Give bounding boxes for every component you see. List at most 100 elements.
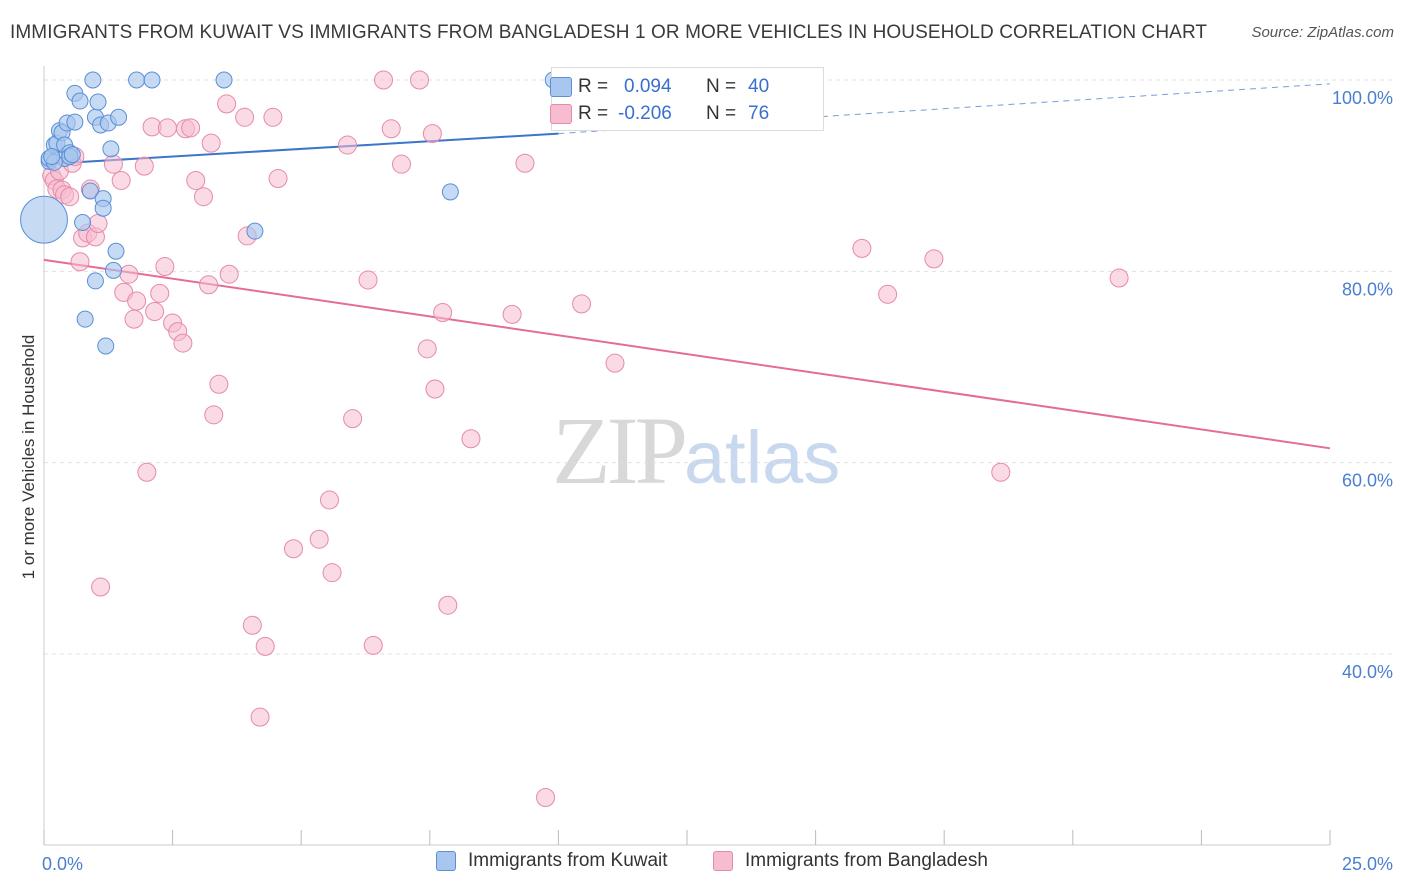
point-bangladesh (363, 635, 383, 655)
point-bangladesh (410, 70, 430, 90)
point-kuwait (84, 71, 102, 89)
point-kuwait (20, 195, 68, 244)
y-tick-label: 80.0% (1342, 279, 1393, 299)
bangladesh-n-value: 76 (748, 103, 770, 124)
point-kuwait (107, 242, 125, 260)
point-bangladesh (605, 353, 625, 373)
point-bangladesh (283, 539, 303, 559)
trend-line-kuwait-extension (558, 83, 1331, 135)
point-kuwait (76, 310, 94, 328)
chart-title: IMMIGRANTS FROM KUWAIT VS IMMIGRANTS FRO… (10, 22, 1208, 43)
bangladesh-n-label: N = (706, 103, 737, 124)
legend-swatch-bangladesh (713, 851, 733, 871)
point-bangladesh (263, 107, 283, 127)
point-bangladesh (157, 118, 177, 138)
point-kuwait (110, 108, 128, 126)
y-axis-label: 1 or more Vehicles in Household (19, 335, 38, 580)
point-bangladesh (337, 135, 357, 155)
point-kuwait (71, 92, 89, 110)
kuwait-r-label: R = (578, 76, 609, 97)
point-bangladesh (199, 275, 219, 295)
legend-item-kuwait[interactable]: Immigrants from Kuwait (436, 850, 668, 872)
point-bangladesh (124, 309, 144, 329)
bangladesh-swatch (550, 104, 572, 124)
point-kuwait (89, 93, 107, 111)
legend-label-bangladesh: Immigrants from Bangladesh (745, 850, 988, 871)
point-bangladesh (217, 94, 237, 114)
point-bangladesh (461, 429, 481, 449)
x-tick-label: 0.0% (42, 854, 83, 874)
point-bangladesh (374, 70, 394, 90)
point-bangladesh (119, 264, 139, 284)
grid-lines (44, 79, 1392, 655)
point-bangladesh (358, 270, 378, 290)
axes (43, 66, 1331, 846)
trend-line-kuwait (43, 132, 559, 166)
point-bangladesh (515, 153, 535, 173)
trend-lines (43, 83, 1331, 450)
point-kuwait (215, 71, 233, 89)
point-bangladesh (924, 249, 944, 269)
point-bangladesh (201, 133, 221, 153)
point-kuwait (246, 222, 264, 240)
point-bangladesh (219, 264, 239, 284)
bangladesh-r-label: R = (578, 103, 609, 124)
point-kuwait (86, 272, 104, 290)
point-kuwait (63, 146, 81, 164)
point-bangladesh (134, 156, 154, 176)
point-bangladesh (878, 284, 898, 304)
point-bangladesh (181, 118, 201, 138)
stats-row-kuwait: R = 0.094 N = 40 (550, 76, 770, 98)
point-bangladesh (242, 615, 262, 635)
source-note: Source: ZipAtlas.com (1251, 24, 1394, 41)
point-bangladesh (536, 788, 556, 807)
point-bangladesh (255, 636, 275, 656)
y-tick-label: 100.0% (1332, 88, 1393, 108)
point-bangladesh (127, 291, 147, 311)
point-kuwait (97, 337, 115, 355)
point-kuwait (43, 148, 61, 166)
point-kuwait (66, 113, 84, 131)
series-kuwait-points (20, 71, 562, 355)
legend-swatch-kuwait (436, 851, 456, 871)
point-bangladesh (433, 302, 453, 322)
watermark-zip: ZIP (552, 397, 688, 504)
point-bangladesh (204, 405, 224, 425)
point-bangladesh (381, 119, 401, 139)
point-bangladesh (209, 374, 229, 394)
series-bangladesh-points (42, 70, 1129, 807)
point-bangladesh (145, 302, 165, 322)
point-bangladesh (173, 333, 193, 353)
point-bangladesh (322, 563, 342, 583)
point-kuwait (128, 71, 146, 89)
point-bangladesh (438, 595, 458, 615)
kuwait-n-value: 40 (748, 76, 770, 97)
point-bangladesh (193, 187, 213, 207)
point-bangladesh (309, 529, 329, 549)
point-kuwait (74, 214, 92, 232)
legend-item-bangladesh[interactable]: Immigrants from Bangladesh (713, 850, 988, 872)
point-bangladesh (392, 154, 412, 174)
point-bangladesh (235, 107, 255, 127)
point-bangladesh (268, 169, 288, 189)
bottom-legend: Immigrants from Kuwait Immigrants from B… (0, 850, 1406, 880)
point-bangladesh (502, 304, 522, 324)
y-tick-label: 40.0% (1342, 662, 1393, 682)
kuwait-n-label: N = (706, 76, 737, 97)
point-bangladesh (88, 214, 108, 233)
kuwait-r-value: 0.094 (624, 76, 672, 97)
point-bangladesh (137, 462, 157, 482)
point-bangladesh (250, 707, 270, 727)
bangladesh-r-value: -0.206 (618, 103, 672, 124)
point-kuwait (441, 183, 459, 201)
point-bangladesh (155, 257, 175, 277)
point-bangladesh (343, 409, 363, 429)
point-bangladesh (60, 187, 80, 207)
watermark: ZIPatlas (552, 395, 840, 506)
point-bangladesh (103, 154, 123, 174)
stats-legend: R = 0.094 N = 40 R = -0.206 N = 76 (550, 67, 824, 131)
point-bangladesh (70, 252, 90, 272)
tick-labels: 100.0% 80.0% 60.0% 40.0% 0.0% 25.0% (42, 88, 1393, 874)
legend-label-kuwait: Immigrants from Kuwait (468, 850, 668, 871)
